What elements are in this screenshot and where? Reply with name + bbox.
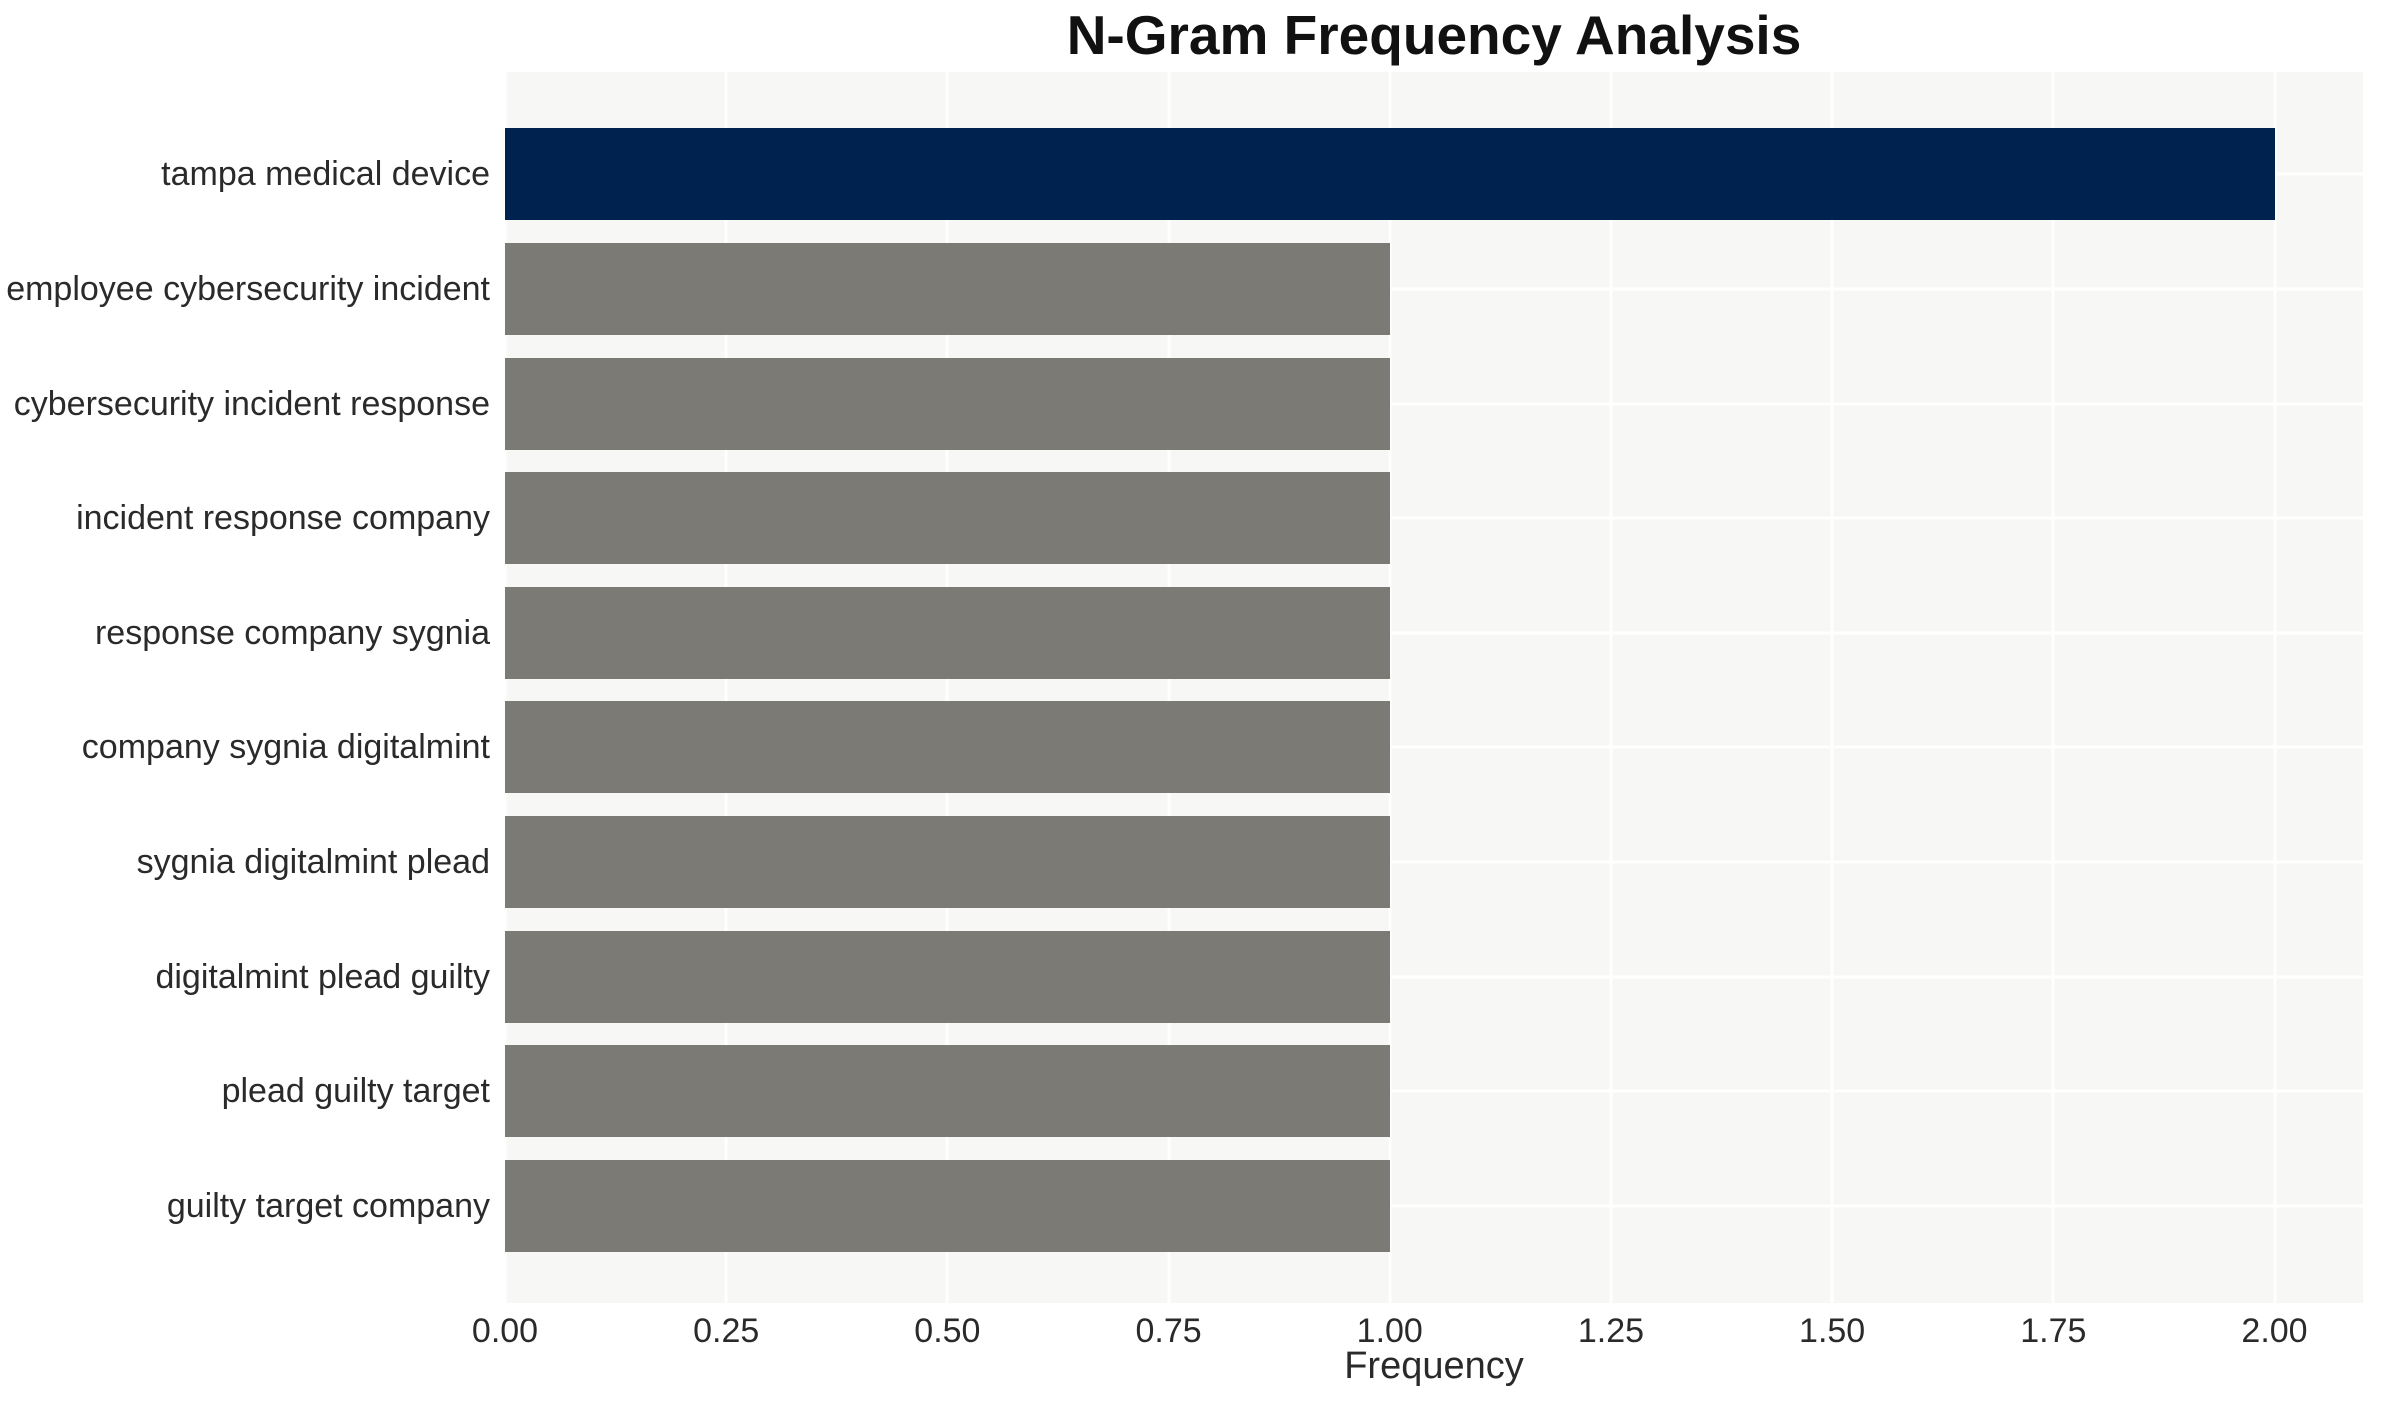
y-tick-label: tampa medical device: [161, 155, 490, 194]
vertical-gridline: [2273, 72, 2277, 1303]
vertical-gridline: [503, 72, 507, 1303]
bar: [505, 1159, 1390, 1252]
y-tick-label: cybersecurity incident response: [13, 384, 490, 423]
bar: [505, 472, 1390, 565]
horizontal-gridline: [505, 516, 2363, 520]
bar: [505, 930, 1390, 1023]
x-tick-label: 0.75: [1135, 1312, 1202, 1350]
vertical-gridline: [1609, 72, 1613, 1303]
horizontal-gridline: [505, 631, 2363, 635]
y-tick-label: digitalmint plead guilty: [155, 957, 490, 996]
vertical-gridline: [1830, 72, 1834, 1303]
x-tick-label: 1.25: [1577, 1312, 1645, 1350]
horizontal-gridline: [505, 1204, 2363, 1208]
x-tick-label: 1.00: [1356, 1312, 1423, 1350]
y-tick-label: plead guilty target: [221, 1072, 490, 1111]
horizontal-gridline: [505, 287, 2363, 291]
y-tick-label: company sygnia digitalmint: [81, 728, 490, 767]
horizontal-gridline: [505, 975, 2363, 978]
vertical-gridline: [945, 72, 949, 1303]
bar: [505, 357, 1390, 450]
vertical-gridline: [1388, 72, 1392, 1303]
x-axis-title: Frequency: [1344, 1345, 1524, 1387]
chart-title: N-Gram Frequency Analysis: [1066, 4, 1802, 66]
bar: [505, 815, 1390, 908]
x-tick-label: 0.25: [693, 1312, 760, 1350]
x-tick-label: 2.00: [2241, 1312, 2308, 1350]
horizontal-gridline: [505, 745, 2363, 749]
y-tick-label: response company sygnia: [94, 613, 490, 652]
y-tick-label: guilty target company: [166, 1186, 490, 1225]
y-tick-label: sygnia digitalmint plead: [136, 842, 490, 881]
x-tick-label: 0.00: [471, 1312, 539, 1350]
bar: [505, 1045, 1390, 1138]
horizontal-gridline: [505, 402, 2363, 405]
x-tick-label: 1.50: [1799, 1312, 1866, 1350]
y-tick-label: employee cybersecurity incident: [6, 269, 490, 308]
y-tick-label: incident response company: [76, 499, 490, 538]
vertical-gridline: [2051, 72, 2055, 1303]
bar: [505, 586, 1390, 679]
vertical-gridline: [1167, 72, 1171, 1303]
plot-area: [503, 72, 2363, 1303]
bar: [505, 242, 1390, 335]
x-tick-label: 0.50: [914, 1312, 981, 1350]
vertical-gridline: [724, 72, 728, 1303]
horizontal-gridline: [505, 860, 2363, 864]
bar: [505, 701, 1390, 794]
x-tick-label: 1.75: [2020, 1312, 2087, 1350]
horizontal-gridline: [505, 1089, 2363, 1093]
bar: [505, 128, 2275, 221]
